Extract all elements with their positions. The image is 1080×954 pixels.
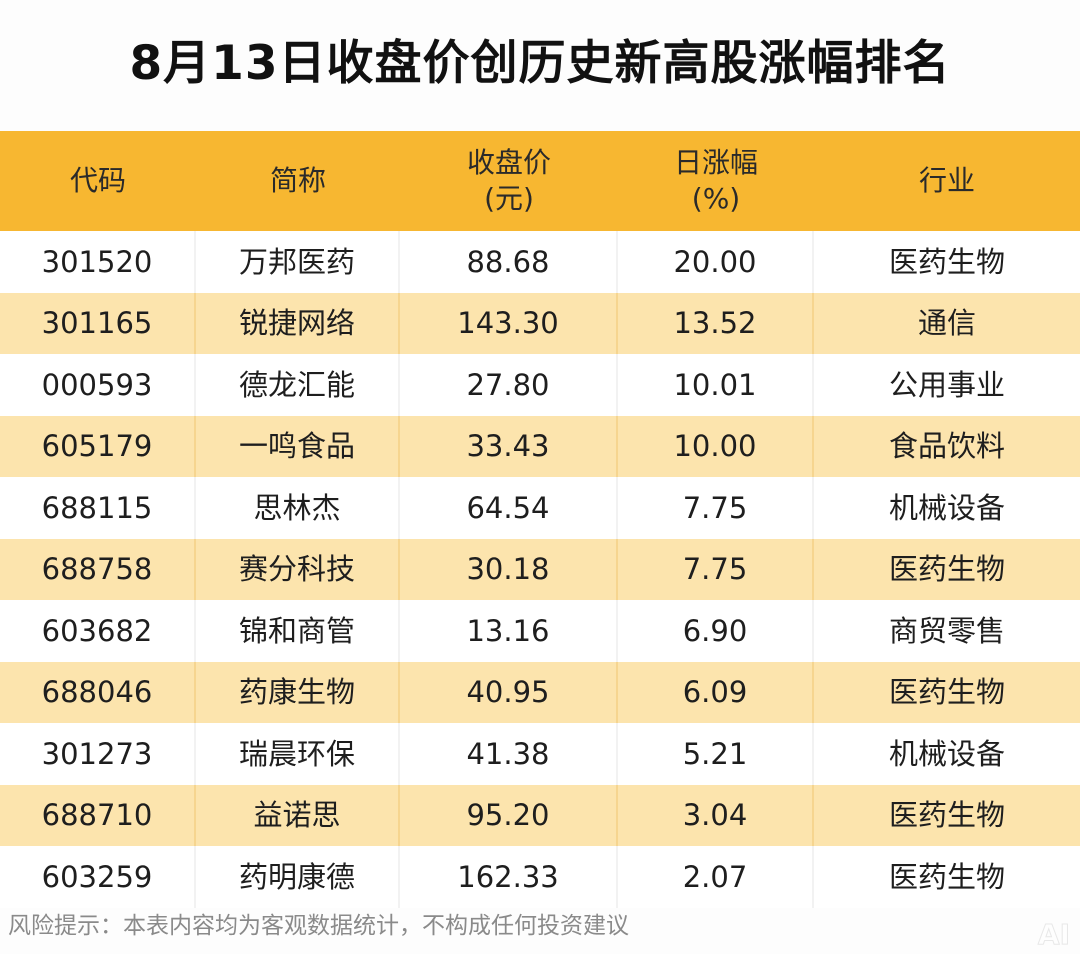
cell-industry: 公用事业 [888,367,1005,402]
header-code-label: 代码 [69,164,126,197]
table-row: 688710 益诺思 95.20 3.04 医药生物 [0,784,1080,846]
table-row: 603682 锦和商管 13.16 6.90 商贸零售 [0,600,1080,662]
cell-close-price: 64.54 [400,477,618,539]
cell-code: 603259 [0,846,196,908]
cell-code: 688046 [0,661,196,723]
watermark-logo: AI [1037,918,1070,952]
cell-industry: 商贸零售 [888,613,1005,648]
cell-daily-change: 3.04 [618,784,814,846]
cell-industry: 通信 [917,306,976,341]
cell-daily-change: 5.21 [618,723,814,785]
cell-close-price: 88.68 [400,231,618,293]
cell-close-price: 40.95 [400,661,618,723]
cell-industry: 医药生物 [888,244,1005,279]
header-industry-label: 行业 [918,164,975,197]
cell-code: 301273 [0,723,196,785]
cell-daily-change: 10.00 [618,415,814,477]
cell-close-price: 33.43 [400,415,618,477]
cell-daily-change: 6.90 [618,600,814,662]
cell-name: 锦和商管 [196,600,400,662]
table-row: 603259 药明康德 162.33 2.07 医药生物 [0,846,1080,908]
header-daily-change-label: 日涨幅 [673,146,758,179]
table-row: 688046 药康生物 40.95 6.09 医药生物 [0,661,1080,723]
cell-industry: 医药生物 [888,552,1005,587]
risk-disclaimer: 风险提示：本表内容均为客观数据统计，不构成任何投资建议 [8,913,629,939]
cell-industry: 机械设备 [888,736,1005,771]
table-row: 301273 瑞晨环保 41.38 5.21 机械设备 [0,723,1080,785]
header-code: 代码 [0,131,196,231]
cell-industry: 机械设备 [888,490,1005,525]
cell-close-price: 27.80 [400,354,618,416]
cell-close-price: 162.33 [400,846,618,908]
table-header: 代码 简称 收盘价 (元) 日涨幅 (%) 行业 [0,131,1080,231]
cell-daily-change: 6.09 [618,661,814,723]
table-body: 301520 万邦医药 88.68 20.00 医药生物 301165 锐捷网络 143.30… [0,231,1080,908]
cell-daily-change: 13.52 [618,292,814,354]
cell-name: 赛分科技 [196,538,400,600]
page-title: 8月13日收盘价创历史新高股涨幅排名 [129,36,951,91]
cell-name: 思林杰 [196,477,400,539]
cell-name: 万邦医药 [196,231,400,293]
table-row: 688758 赛分科技 30.18 7.75 医药生物 [0,538,1080,600]
cell-name: 一鸣食品 [196,415,400,477]
cell-code: 301520 [0,231,196,293]
header-close-price-label: 收盘价 [466,146,551,179]
cell-daily-change: 10.01 [618,354,814,416]
cell-code: 000593 [0,354,196,416]
cell-industry: 食品饮料 [888,429,1005,464]
cell-name: 锐捷网络 [196,292,400,354]
cell-close-price: 95.20 [400,784,618,846]
header-close-price: 收盘价 (元) [400,131,618,231]
header-daily-change: 日涨幅 (%) [618,131,814,231]
cell-name: 瑞晨环保 [196,723,400,785]
header-name: 简称 [196,131,400,231]
cell-code: 688758 [0,538,196,600]
cell-name: 益诺思 [196,784,400,846]
header-industry: 行业 [814,131,1080,231]
header-close-price-unit: (元) [484,182,534,215]
cell-code: 603682 [0,600,196,662]
table-row: 688115 思林杰 64.54 7.75 机械设备 [0,477,1080,539]
cell-daily-change: 7.75 [618,477,814,539]
cell-code: 688115 [0,477,196,539]
svg-text:AI: AI [1038,918,1070,951]
cell-close-price: 13.16 [400,600,618,662]
cell-close-price: 30.18 [400,538,618,600]
cell-close-price: 143.30 [400,292,618,354]
cell-name: 德龙汇能 [196,354,400,416]
table-row: 301520 万邦医药 88.68 20.00 医药生物 [0,231,1080,293]
cell-daily-change: 20.00 [618,231,814,293]
cell-close-price: 41.38 [400,723,618,785]
table-row: 301165 锐捷网络 143.30 13.52 通信 [0,292,1080,354]
cell-name: 药康生物 [196,661,400,723]
header-daily-change-unit: (%) [691,182,741,215]
cell-daily-change: 2.07 [618,846,814,908]
table-row: 000593 德龙汇能 27.80 10.01 公用事业 [0,354,1080,416]
cell-code: 605179 [0,415,196,477]
cell-daily-change: 7.75 [618,538,814,600]
cell-industry: 医药生物 [888,798,1005,833]
cell-industry: 医药生物 [888,859,1005,894]
table-row: 605179 一鸣食品 33.43 10.00 食品饮料 [0,415,1080,477]
cell-code: 301165 [0,292,196,354]
ranking-table: 代码 简称 收盘价 (元) 日涨幅 (%) 行业 301520 万邦医药 88.68… [0,131,1080,908]
cell-name: 药明康德 [196,846,400,908]
header-name-label: 简称 [269,164,326,197]
cell-code: 688710 [0,784,196,846]
cell-industry: 医药生物 [888,675,1005,710]
